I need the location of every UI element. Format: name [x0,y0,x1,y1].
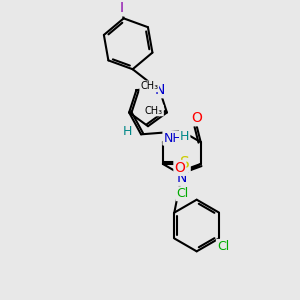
Text: CH₃: CH₃ [140,81,158,91]
Text: H: H [122,125,132,138]
Text: O: O [191,111,202,125]
Text: H: H [180,130,189,142]
Text: O: O [174,161,185,175]
Text: Cl: Cl [177,187,189,200]
Text: CH₃: CH₃ [145,106,163,116]
Text: Cl: Cl [217,240,229,253]
Text: N: N [154,83,165,97]
Text: I: I [120,2,124,15]
Text: NH: NH [164,132,182,145]
Text: S: S [180,156,190,171]
Text: N: N [177,171,187,185]
